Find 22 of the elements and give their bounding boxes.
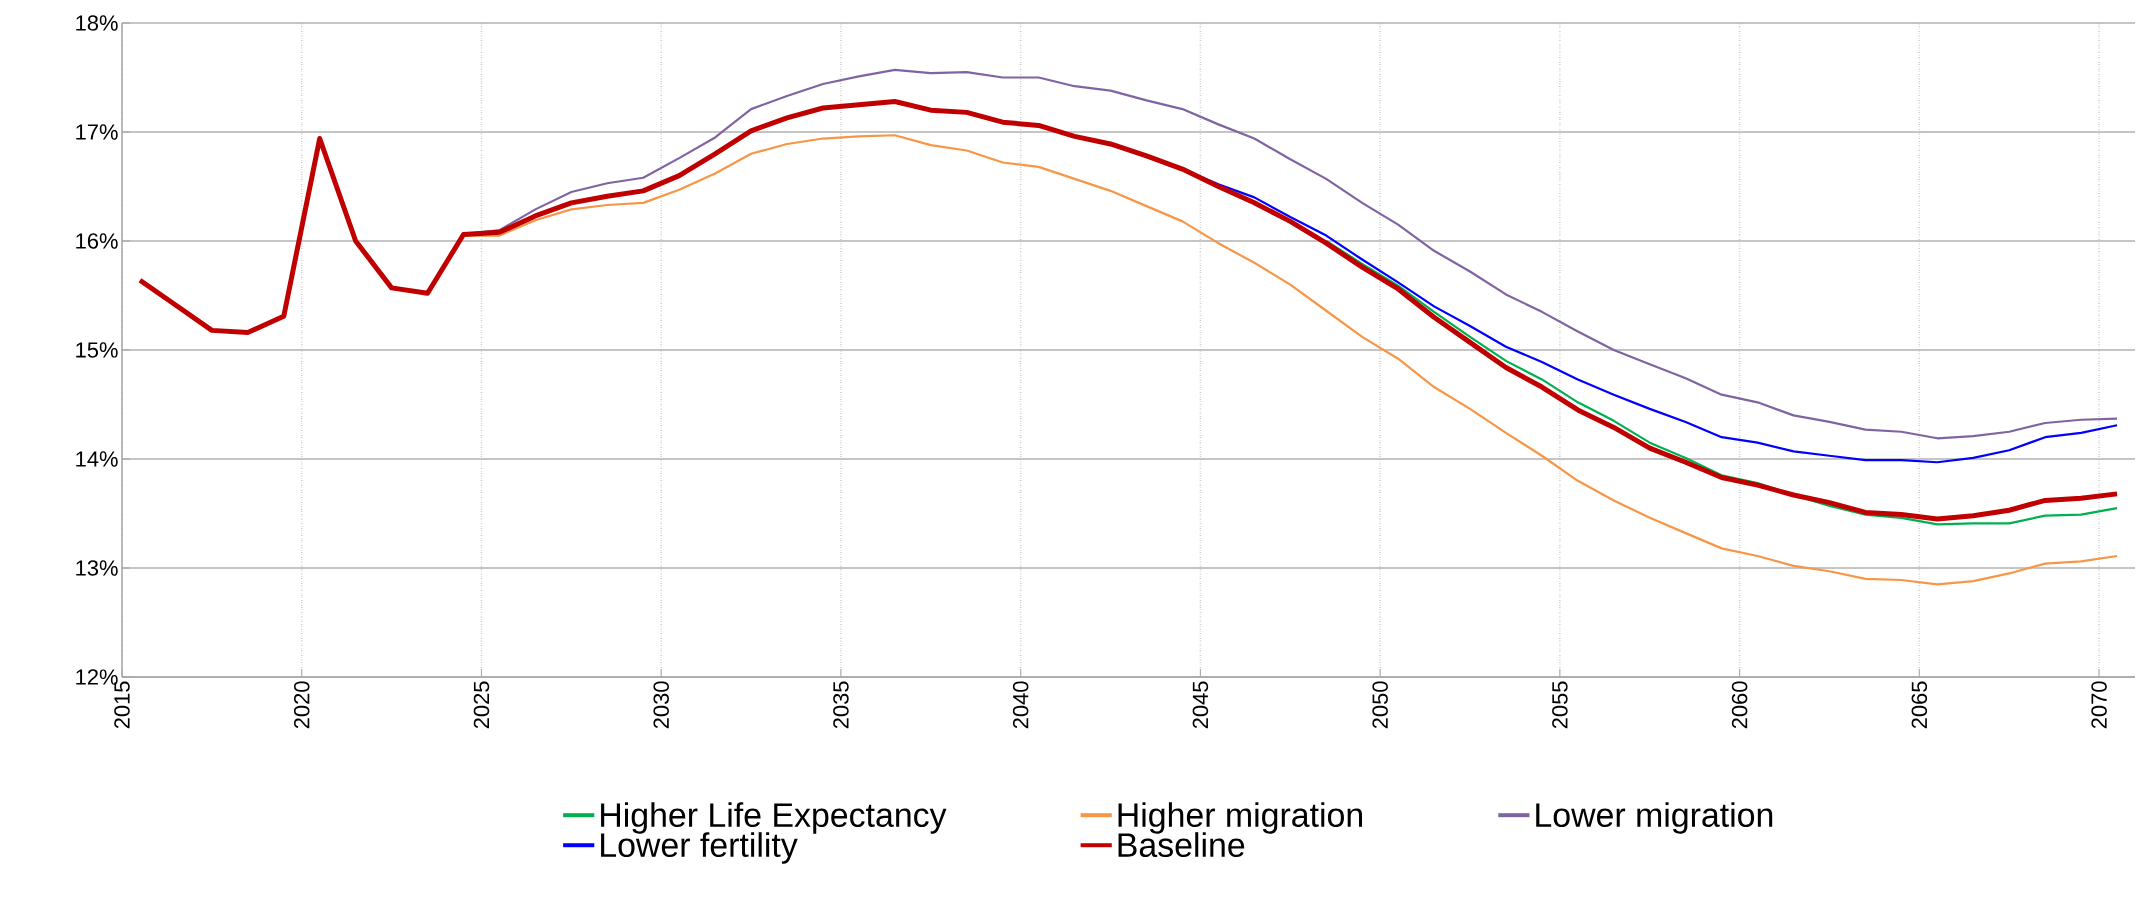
y-tick-label: 18% (76, 15, 118, 31)
legend-label: Baseline (1118, 832, 1245, 858)
y-tick-label: 13% (76, 560, 118, 576)
legend-label: Higher migration (1118, 802, 1363, 834)
x-tick-label: 2070 (2091, 681, 2107, 729)
x-tick-label: 2020 (293, 681, 310, 729)
x-tick-label: 2060 (1731, 681, 1748, 729)
x-tick-label: 2065 (1911, 681, 1928, 729)
legend-label: Lower fertility (601, 832, 798, 864)
y-tick-label: 17% (76, 124, 118, 140)
x-tick-label: 2055 (1552, 681, 1568, 729)
x-tick-label: 2025 (473, 681, 490, 729)
x-tick-label: 2045 (1192, 681, 1209, 729)
y-tick-label: 14% (76, 451, 118, 467)
x-tick-label: 2040 (1012, 681, 1029, 729)
y-tick-label: 16% (76, 233, 118, 249)
line-series (1325, 239, 2119, 526)
legend-label: Lower migration (1536, 802, 1773, 834)
x-tick-label: 2030 (653, 681, 669, 729)
y-tick-label: 15% (76, 342, 118, 358)
x-tick-label: 2035 (833, 681, 849, 729)
x-tick-label: 2050 (1372, 681, 1388, 729)
